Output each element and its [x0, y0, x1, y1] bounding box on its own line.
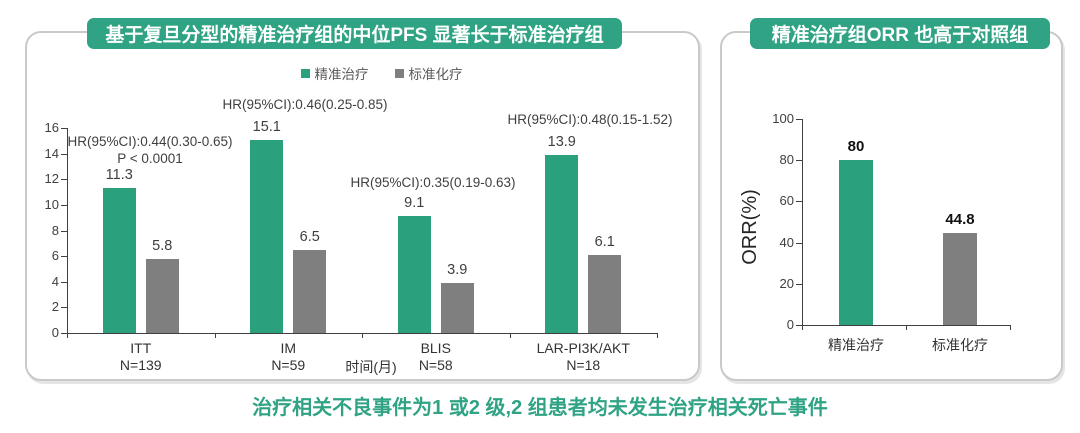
y-tick-label: 60: [779, 193, 794, 209]
y-tick-label: 8: [51, 222, 59, 238]
y-axis-line: [67, 128, 68, 333]
bar-standard-chemo: [145, 258, 179, 333]
y-tick: [61, 153, 67, 155]
pfs-panel-title: 基于复旦分型的精准治疗组的中位PFS 显著长于标准治疗组: [87, 18, 622, 49]
bar-standard-chemo: [293, 249, 327, 333]
hr-annotation: HR(95%CI):0.44(0.30-0.65) P < 0.0001: [67, 134, 233, 166]
y-tick: [796, 201, 802, 203]
x-tick: [509, 333, 511, 338]
legend-swatch-precision-icon: [300, 68, 310, 78]
x-tick: [657, 333, 658, 338]
y-tick-label: 2: [51, 299, 59, 315]
x-tick: [362, 333, 363, 338]
hr-annotation: HR(95%CI):0.48(0.15-1.52): [507, 112, 673, 127]
footnote: 治疗相关不良事件为1 或2 级,2 组患者均未发生治疗相关死亡事件: [252, 397, 828, 419]
y-tick-label: 0: [786, 317, 794, 332]
category-label: IM N=59: [271, 340, 306, 373]
bar-standard-chemo: [943, 232, 977, 325]
y-tick: [61, 281, 67, 283]
bar-standard-chemo: [588, 254, 622, 333]
y-tick-label: 12: [44, 171, 59, 187]
bar-precision-treatment: [250, 139, 284, 333]
bar-value-label: 3.9: [447, 262, 468, 279]
legend-swatch-standard-icon: [394, 68, 404, 78]
y-tick-label: 80: [779, 152, 794, 168]
bar-precision-treatment: [397, 216, 431, 333]
y-tick: [796, 242, 802, 244]
hr-annotation: HR(95%CI):0.46(0.25-0.85): [222, 97, 388, 112]
y-tick-label: 40: [779, 234, 794, 250]
y-tick: [796, 160, 802, 162]
category-label: 精准治疗: [828, 337, 884, 353]
y-tick: [61, 179, 67, 181]
legend-label-precision: 精准治疗: [314, 67, 369, 82]
y-tick: [61, 204, 67, 206]
orr-panel: 精准治疗组ORR 也高于对照组 0 20 40 60 80 100 80 精准治疗 44.8 标准…: [720, 18, 1063, 381]
y-tick-label: 10: [44, 196, 59, 212]
y-tick: [796, 283, 802, 285]
y-tick: [796, 119, 802, 120]
legend-item-standard: 标准化疗: [394, 63, 463, 83]
bar-precision-treatment: [545, 154, 579, 333]
bar-value-label: 9.1: [404, 195, 425, 212]
hr-annotation: HR(95%CI):0.35(0.19-0.63): [350, 175, 516, 190]
y-tick: [796, 325, 802, 326]
orr-bar-chart: 0 20 40 60 80 100 80 精准治疗 44.8 标准化疗 ORR(%): [720, 31, 1080, 381]
y-tick: [61, 307, 67, 309]
y-tick: [61, 230, 67, 232]
bar-standard-chemo: [440, 283, 474, 333]
x-tick: [802, 325, 803, 330]
bar-value-label: 13.9: [547, 133, 576, 150]
bar-value-label: 15.1: [252, 118, 281, 135]
x-tick: [67, 333, 68, 338]
bar-value-label: 44.8: [945, 210, 975, 228]
bar-value-label: 6.5: [299, 228, 320, 245]
category-label: ITT N=139: [119, 340, 162, 373]
x-tick: [214, 333, 216, 338]
bar-value-label: 5.8: [152, 237, 173, 254]
bar-value-label: 80: [847, 138, 865, 156]
y-tick-label: 6: [51, 248, 59, 264]
y-tick: [61, 256, 67, 258]
y-tick: [61, 333, 67, 334]
y-tick-label: 14: [44, 145, 59, 161]
legend: 精准治疗 标准化疗: [27, 63, 698, 83]
y-tick-label: 100: [772, 111, 794, 126]
legend-label-standard: 标准化疗: [408, 67, 463, 82]
y-axis-label: ORR(%): [739, 189, 761, 265]
category-label: 标准化疗: [932, 337, 988, 353]
bar-value-label: 11.3: [105, 167, 133, 184]
pfs-bar-chart: 0 2 4 6 8 10 12 14 16 11.3 5.8 ITT N=139 HR(95%CI):0…: [25, 31, 700, 381]
category-label: LAR-PI3K/AKT N=18: [536, 340, 630, 373]
y-axis-line: [802, 119, 803, 325]
y-tick-label: 4: [51, 273, 59, 289]
bar-precision-treatment: [839, 160, 873, 325]
category-label: BLIS N=58: [418, 340, 453, 373]
bar-precision-treatment: [102, 188, 136, 333]
pfs-panel: 基于复旦分型的精准治疗组的中位PFS 显著长于标准治疗组 精准治疗 标准化疗 0…: [25, 18, 700, 381]
y-tick: [61, 128, 67, 129]
x-axis-title: 时间(月): [345, 359, 397, 375]
y-tick-label: 0: [51, 325, 59, 340]
x-tick: [1010, 325, 1011, 330]
y-tick-label: 20: [779, 275, 794, 291]
orr-panel-title: 精准治疗组ORR 也高于对照组: [750, 18, 1050, 49]
legend-item-precision: 精准治疗: [300, 63, 369, 83]
x-tick: [906, 325, 907, 330]
bar-value-label: 6.1: [594, 233, 615, 250]
y-tick-label: 16: [44, 120, 59, 135]
